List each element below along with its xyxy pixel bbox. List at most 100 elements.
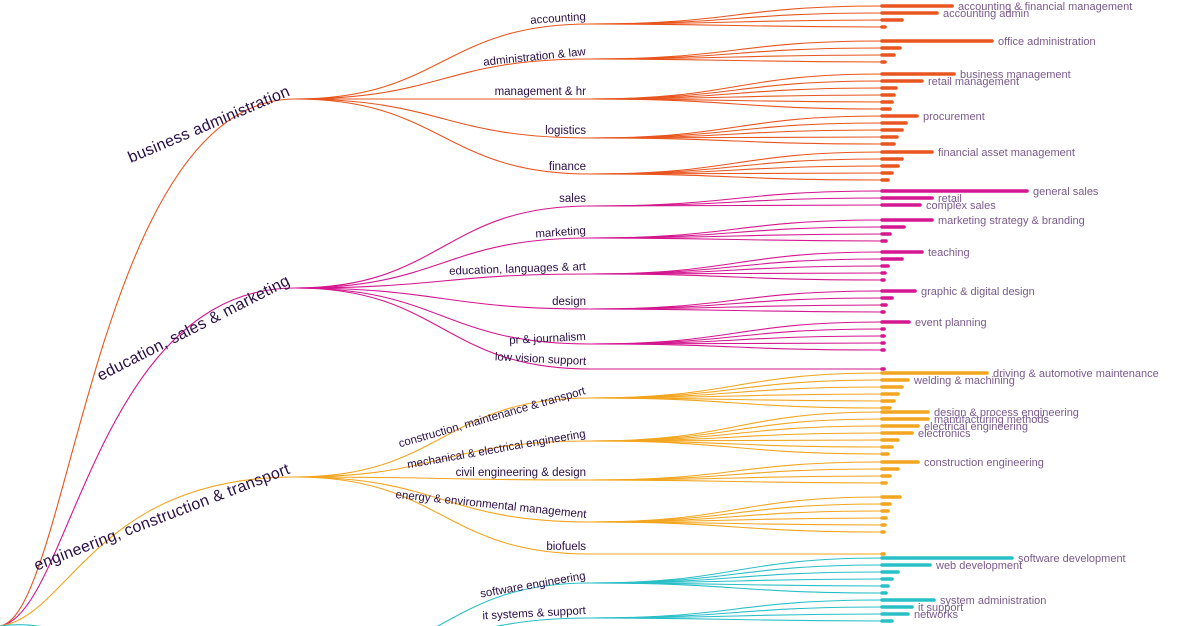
skill-label: software development <box>1018 553 1126 565</box>
skill-label: driving & automotive maintenance <box>993 368 1159 380</box>
skill-label: system administration <box>940 595 1046 607</box>
subcategory-label: pr & journalism <box>509 331 586 347</box>
link-category-subcategory <box>294 23 591 100</box>
link-category-subcategory <box>495 617 591 626</box>
skill-label: office administration <box>998 36 1096 48</box>
link-category-subcategory <box>294 476 591 555</box>
link-category-subcategory <box>294 237 591 289</box>
skill-label: retail <box>938 193 962 205</box>
link-subcategory-skill <box>589 54 883 60</box>
link-subcategory-skill <box>589 321 883 345</box>
link-subcategory-skill <box>589 98 883 110</box>
skill-label: business management <box>960 69 1071 81</box>
link-subcategory-skill <box>589 393 883 399</box>
link-subcategory-skill <box>589 582 883 594</box>
link-category-subcategory <box>294 287 591 370</box>
skill-label: construction engineering <box>924 457 1044 469</box>
skill-bars <box>880 4 1029 623</box>
link-subcategory-skill <box>589 599 883 619</box>
link-subcategory-skill <box>589 19 883 25</box>
link-subcategory-skill <box>589 564 883 584</box>
link-subcategory-skill <box>589 137 883 145</box>
link-subcategory-skill <box>589 578 883 584</box>
link-subcategory-skill <box>589 237 883 242</box>
link-subcategory-skill <box>589 517 883 523</box>
link-category-subcategory <box>294 58 591 100</box>
skill-label: it support <box>918 602 963 614</box>
subcategory-label: sales <box>559 193 586 205</box>
skill-label: accounting & financial management <box>958 1 1132 13</box>
subcategory-label: marketing <box>535 225 586 240</box>
link-subcategory-skill <box>589 58 883 63</box>
link-subcategory-skill <box>589 343 883 351</box>
link-subcategory-skill <box>589 94 883 100</box>
skill-label: financial asset management <box>938 147 1075 159</box>
link-root-information_technology <box>0 624 42 626</box>
link-subcategory-skill <box>589 273 883 281</box>
skill-label: complex sales <box>926 200 996 212</box>
subcategory-label: biofuels <box>546 541 586 553</box>
link-subcategory-skill <box>589 461 883 481</box>
link-subcategory-skill <box>589 440 883 455</box>
skill-label: general sales <box>1033 186 1099 198</box>
link-subcategory-skill <box>589 503 883 523</box>
category-label-business_administration: business administration <box>126 83 293 167</box>
skill-label: teaching <box>928 247 970 259</box>
link-subcategory-skill <box>589 308 883 313</box>
link-subcategory-skill <box>589 40 883 60</box>
subcategory-label: low vision support <box>495 351 588 368</box>
skill-label: accounting admin <box>943 8 1029 20</box>
subcategory-label: it systems & support <box>482 605 587 622</box>
link-subcategory-skill <box>589 379 883 399</box>
skill-label: design & process engineering <box>934 407 1079 419</box>
link-subcategory-skill <box>589 479 883 484</box>
link-subcategory-skill <box>589 80 883 100</box>
skill-label: event planning <box>915 317 987 329</box>
link-subcategory-skill <box>589 290 883 310</box>
subcategory-label: civil engineering & design <box>456 467 586 479</box>
link-subcategory-skill <box>589 397 883 409</box>
subcategory-label: finance <box>549 161 586 173</box>
skill-label: welding & machining <box>913 375 1015 387</box>
skill-label: graphic & digital design <box>921 286 1035 298</box>
link-subcategory-skill <box>589 173 883 181</box>
link-root-business_administration <box>0 98 296 626</box>
skill-label: manufacturing methods <box>934 414 1049 426</box>
subcategory-label: software engineering <box>479 570 586 600</box>
skill-label: web development <box>935 560 1022 572</box>
link-category-subcategory <box>294 287 591 345</box>
subcategory-label: management & hr <box>495 86 587 98</box>
link-category-subcategory <box>294 273 591 289</box>
link-category-subcategory <box>294 440 591 478</box>
skill-label: electronics <box>918 428 971 440</box>
link-category-subcategory <box>294 98 591 175</box>
link-subcategory-skill <box>589 233 883 239</box>
tree-labels: business administration accounting account… <box>32 1 1159 622</box>
link-subcategory-skill <box>589 304 883 310</box>
link-category-subcategory <box>294 205 591 289</box>
link-category-subcategory <box>294 98 591 139</box>
link-subcategory-skill <box>589 418 883 442</box>
link-category-subcategory <box>294 476 591 481</box>
link-subcategory-skill <box>589 617 883 622</box>
link-subcategory-skill <box>589 115 883 139</box>
subcategory-label: accounting <box>530 11 586 27</box>
subcategory-label: design <box>552 296 586 308</box>
link-subcategory-skill <box>589 204 883 207</box>
link-category-subcategory <box>294 397 591 478</box>
link-category-subcategory <box>294 287 591 310</box>
link-category-subcategory <box>436 582 591 626</box>
link-subcategory-skill <box>589 521 883 533</box>
tree-links <box>0 5 883 626</box>
link-subcategory-skill <box>589 613 883 619</box>
link-subcategory-skill <box>589 219 883 239</box>
link-subcategory-skill <box>589 475 883 481</box>
skill-label: electrical engineering <box>924 421 1028 433</box>
link-category-subcategory <box>294 476 591 523</box>
subcategory-label: administration & law <box>483 46 587 69</box>
skill-label: networks <box>914 609 959 621</box>
link-subcategory-skill <box>589 23 883 28</box>
subcategory-label: education, languages & art <box>449 261 587 278</box>
skill-label: retail management <box>928 76 1019 88</box>
